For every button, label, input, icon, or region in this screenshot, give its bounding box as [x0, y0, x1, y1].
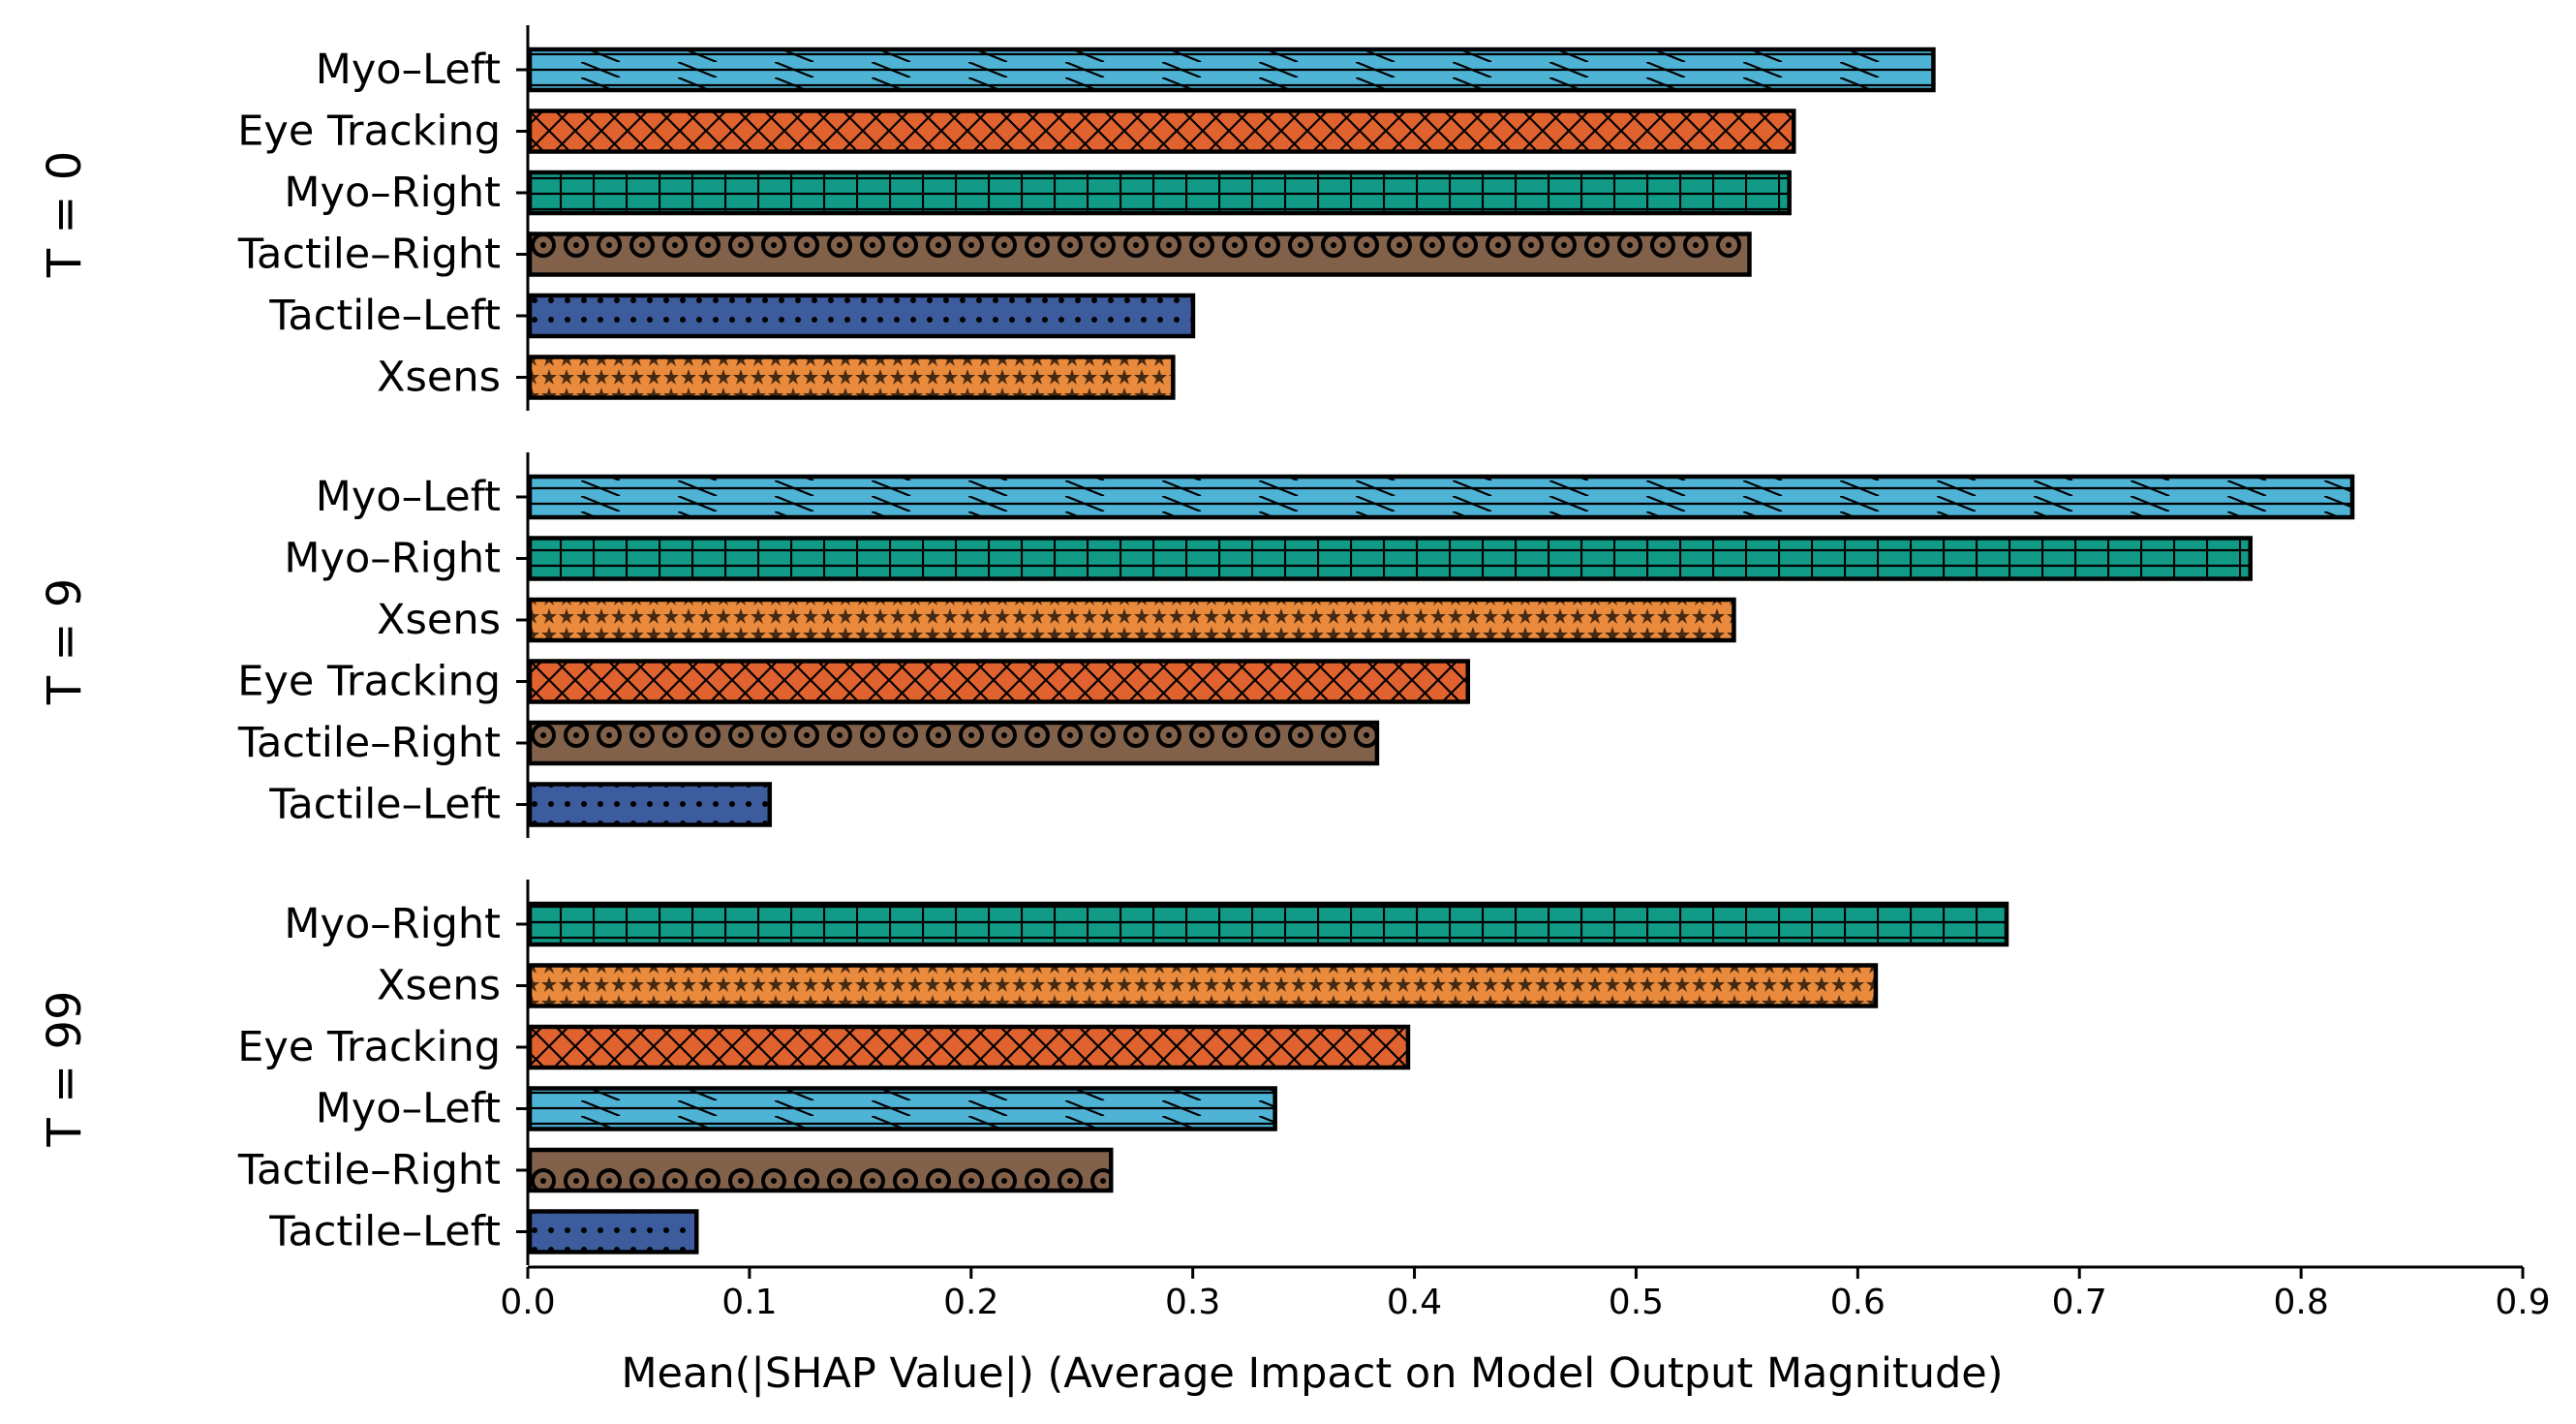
bar-hatch: [528, 232, 1752, 276]
x-axis-title: Mean(|SHAP Value|) (Average Impact on Mo…: [621, 1349, 2003, 1398]
bar-hatch: [528, 109, 1796, 153]
bar: [527, 46, 1936, 93]
x-tick-label: 0.0: [500, 1283, 555, 1322]
x-tick-label: 0.1: [721, 1283, 777, 1322]
bar: [527, 1147, 1114, 1193]
category-label: Tactile–Left: [268, 292, 501, 340]
category-label: Myo–Left: [316, 46, 501, 94]
category-label: Myo–Right: [284, 535, 501, 583]
bar: [527, 170, 1792, 216]
bar-hatch: [528, 964, 1878, 1007]
bar-hatch: [528, 660, 1470, 703]
bar-hatch: [528, 1087, 1277, 1130]
bar: [527, 474, 2355, 520]
bar-hatch: [528, 722, 1379, 764]
bar: [527, 782, 773, 827]
category-label: Xsens: [377, 596, 501, 644]
x-tick-label: 0.4: [1387, 1283, 1442, 1322]
bar-hatch: [528, 599, 1736, 641]
category-label: Tactile–Left: [268, 1208, 501, 1256]
category-label: Myo–Left: [316, 1085, 501, 1133]
bar-hatch: [528, 356, 1176, 399]
bar: [527, 597, 1736, 643]
bar: [527, 963, 1879, 1008]
bar: [527, 901, 2009, 947]
bar: [527, 536, 2254, 581]
x-tick-label: 0.9: [2495, 1283, 2550, 1322]
bar-hatch: [528, 48, 1936, 91]
bar-hatch: [528, 537, 2253, 580]
bar-hatch: [528, 1026, 1410, 1068]
bar: [527, 1024, 1411, 1070]
category-label: Myo–Right: [284, 900, 501, 948]
panel-label: T = 0: [38, 151, 92, 279]
x-tick-label: 0.2: [943, 1283, 998, 1322]
x-tick-label: 0.6: [1830, 1283, 1886, 1322]
panel-label: T = 9: [38, 578, 92, 706]
bar-hatch: [528, 171, 1792, 214]
bar: [527, 1209, 699, 1254]
bar: [527, 1086, 1277, 1131]
category-label: Eye Tracking: [237, 108, 501, 156]
category-label: Xsens: [377, 354, 501, 402]
bar: [527, 720, 1380, 766]
x-tick-label: 0.3: [1165, 1283, 1220, 1322]
bar: [527, 108, 1796, 154]
bar-hatch: [528, 294, 1195, 337]
bar-hatch: [528, 783, 772, 826]
bar-hatch: [528, 903, 2009, 945]
x-tick-label: 0.5: [1609, 1283, 1664, 1322]
bar-hatch: [528, 1210, 699, 1254]
bar: [527, 659, 1471, 704]
category-label: Tactile–Right: [237, 719, 501, 767]
bar: [527, 355, 1176, 400]
category-label: Tactile–Right: [237, 1146, 501, 1194]
bar: [527, 232, 1752, 277]
x-tick-label: 0.7: [2052, 1283, 2107, 1322]
bar-hatch: [528, 1149, 1114, 1192]
bar-hatch: [528, 476, 2355, 518]
category-label: Tactile–Right: [237, 231, 501, 279]
category-label: Myo–Left: [316, 473, 501, 521]
category-label: Tactile–Left: [268, 781, 501, 829]
category-label: Eye Tracking: [237, 658, 501, 706]
category-label: Xsens: [377, 962, 501, 1010]
bar: [527, 293, 1196, 339]
category-label: Eye Tracking: [237, 1023, 501, 1071]
plot-area: T = 0 Myo–Left Eye Tracking Myo–Right Tactil…: [38, 25, 2551, 1398]
panel-label: T = 99: [38, 990, 92, 1147]
category-label: Myo–Right: [284, 169, 501, 217]
x-tick-label: 0.8: [2273, 1283, 2328, 1322]
